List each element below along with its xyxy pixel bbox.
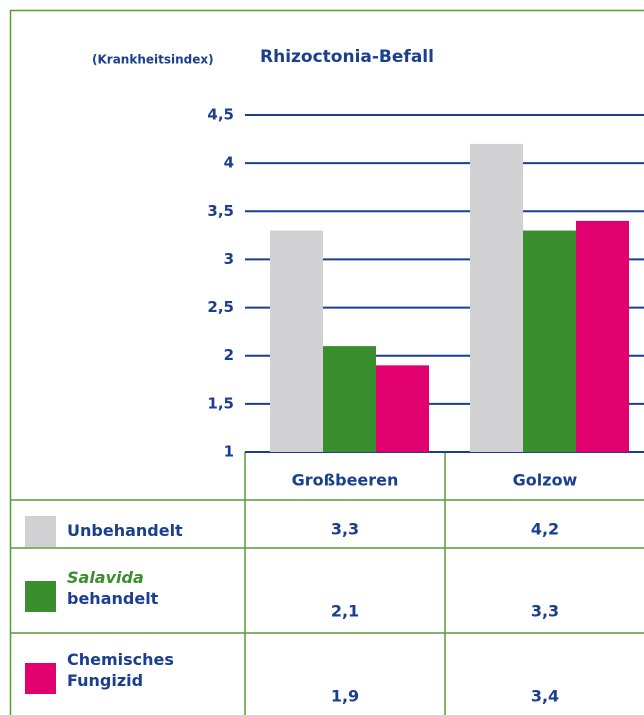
y-tick-label: 1,5 [207, 394, 234, 412]
x-tick-label: Golzow [513, 471, 578, 490]
bar [523, 230, 576, 452]
bar [270, 230, 323, 452]
data-label: 3,4 [531, 687, 559, 706]
legend-swatch [25, 663, 56, 694]
data-label: 2,1 [331, 602, 359, 621]
legend-label: Chemisches Fungizid [67, 650, 174, 690]
data-label: 3,3 [331, 520, 359, 539]
legend-swatch [25, 581, 56, 612]
data-label: 4,2 [531, 520, 559, 539]
bar [376, 365, 429, 452]
x-tick-label: Großbeeren [292, 471, 399, 490]
y-tick-label: 4,5 [207, 106, 234, 124]
data-label: 3,3 [531, 602, 559, 621]
legend-label: Unbehandelt [67, 521, 183, 540]
y-tick-label: 2,5 [207, 298, 234, 316]
bar [470, 143, 523, 452]
legend-label: Salavida behandelt [67, 568, 159, 608]
y-tick-label: 3,5 [207, 202, 234, 220]
data-label: 1,9 [331, 687, 359, 706]
legend-swatch [25, 516, 56, 547]
frame [9, 9, 644, 715]
bar [576, 220, 629, 452]
chart-title: Rhizoctonia-Befall [260, 47, 434, 67]
bar [323, 346, 376, 452]
y-tick-label: 2 [224, 346, 234, 364]
y-tick-label: 1 [224, 443, 234, 461]
y-tick-label: 3 [224, 250, 234, 268]
y-tick-label: 4 [224, 154, 234, 172]
table-lines [10, 452, 644, 715]
y-axis-label: (Krankheitsindex) [92, 53, 214, 67]
